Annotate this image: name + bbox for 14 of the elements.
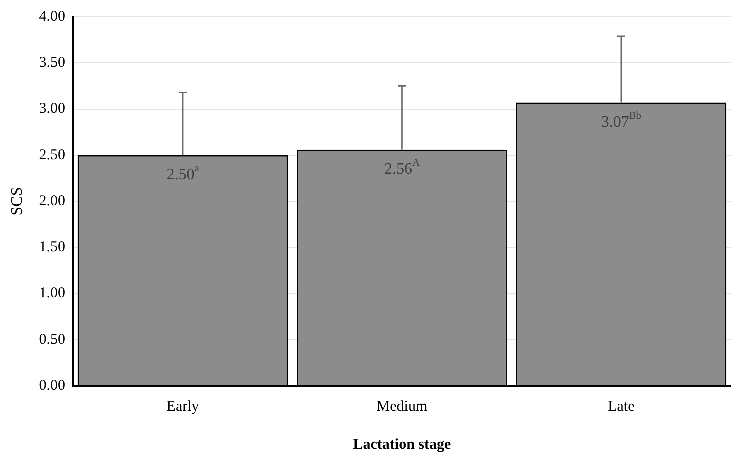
- x-tick-label: Early: [166, 398, 200, 415]
- y-axis-title: SCS: [8, 187, 26, 216]
- y-tick-label: 0.50: [39, 332, 66, 348]
- y-tick-label: 2.50: [39, 147, 66, 164]
- y-tick-label: 3.00: [39, 101, 66, 118]
- y-tick-label: 4.00: [39, 8, 66, 25]
- y-tick-label: 3.50: [39, 55, 66, 72]
- x-axis-title: Lactation stage: [353, 436, 452, 453]
- y-tick-label: 1.50: [39, 240, 66, 256]
- y-tick-label: 0.00: [39, 378, 66, 394]
- x-tick-label: Medium: [376, 398, 428, 415]
- x-tick-label: Late: [608, 398, 636, 415]
- y-tick-label: 2.00: [39, 193, 66, 210]
- y-tick-label: 1.00: [39, 286, 66, 302]
